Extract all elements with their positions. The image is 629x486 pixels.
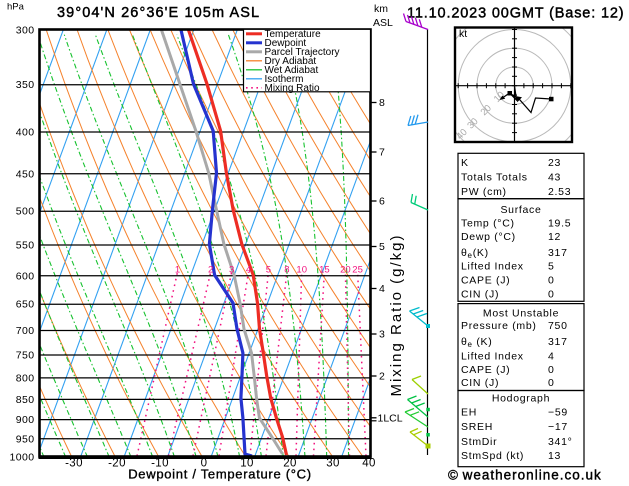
svg-text:SREH: SREH: [461, 421, 493, 433]
svg-text:Dewpoint: Dewpoint: [265, 38, 307, 49]
svg-text:5: 5: [266, 265, 271, 276]
svg-text:40: 40: [362, 458, 376, 470]
svg-text:Parcel Trajectory: Parcel Trajectory: [265, 47, 340, 58]
svg-text:Dewpoint / Temperature (°C): Dewpoint / Temperature (°C): [128, 467, 312, 482]
svg-text:−17: −17: [548, 421, 568, 433]
svg-text:θe(K): θe(K): [461, 247, 489, 260]
svg-text:20: 20: [340, 265, 351, 276]
svg-text:6: 6: [379, 196, 385, 208]
svg-text:0: 0: [548, 275, 555, 287]
svg-text:1000: 1000: [10, 452, 35, 464]
svg-text:0: 0: [548, 288, 555, 300]
svg-text:EH: EH: [461, 407, 477, 419]
svg-text:2: 2: [379, 371, 385, 383]
svg-text:Lifted Index: Lifted Index: [461, 351, 524, 363]
svg-text:8: 8: [379, 97, 385, 109]
svg-text:3: 3: [229, 265, 234, 276]
svg-text:750: 750: [16, 350, 35, 362]
svg-text:4: 4: [548, 351, 555, 363]
svg-text:-30: -30: [65, 458, 83, 470]
svg-text:500: 500: [16, 206, 35, 218]
svg-text:kt: kt: [459, 28, 467, 40]
svg-text:−59: −59: [548, 407, 568, 419]
svg-text:Temperature: Temperature: [265, 29, 322, 40]
svg-text:850: 850: [16, 394, 35, 406]
svg-text:700: 700: [16, 325, 35, 337]
svg-text:0: 0: [548, 364, 555, 376]
svg-text:39°04'N 26°36'E 105m ASL: 39°04'N 26°36'E 105m ASL: [57, 5, 260, 21]
svg-text:7: 7: [379, 147, 385, 159]
svg-text:2: 2: [208, 265, 213, 276]
svg-text:Dry Adiabat: Dry Adiabat: [265, 56, 317, 67]
svg-text:15: 15: [319, 265, 330, 276]
svg-text:4: 4: [246, 265, 251, 276]
svg-text:Lifted Index: Lifted Index: [461, 260, 524, 272]
svg-text:3: 3: [379, 329, 385, 341]
svg-text:1LCL: 1LCL: [378, 412, 403, 424]
svg-text:950: 950: [16, 433, 35, 445]
svg-text:ASL: ASL: [373, 17, 393, 29]
svg-text:Isotherm: Isotherm: [265, 74, 304, 85]
svg-text:0: 0: [201, 458, 208, 470]
svg-text:400: 400: [16, 127, 35, 139]
svg-text:Hodograph: Hodograph: [492, 393, 550, 405]
svg-text:CIN (J): CIN (J): [461, 288, 499, 300]
svg-text:CAPE (J): CAPE (J): [461, 364, 510, 376]
svg-text:Mixing Ratio (g/kg): Mixing Ratio (g/kg): [388, 233, 405, 396]
svg-text:12: 12: [548, 231, 561, 243]
svg-text:km: km: [374, 3, 388, 15]
svg-text:0: 0: [548, 377, 555, 389]
svg-text:Totals Totals: Totals Totals: [461, 172, 528, 184]
svg-text:© weatheronline.co.uk: © weatheronline.co.uk: [448, 468, 602, 483]
svg-text:CIN (J): CIN (J): [461, 377, 499, 389]
svg-text:750: 750: [548, 320, 568, 332]
svg-text:350: 350: [16, 79, 35, 91]
svg-text:2.53: 2.53: [548, 186, 571, 198]
svg-text:300: 300: [16, 25, 35, 37]
svg-text:10: 10: [240, 458, 254, 470]
svg-text:4: 4: [379, 283, 385, 295]
svg-text:23: 23: [548, 157, 561, 169]
svg-text:800: 800: [16, 372, 35, 384]
svg-text:Temp (°C): Temp (°C): [461, 218, 515, 230]
svg-text:-10: -10: [151, 458, 169, 470]
svg-text:11.10.2023 00GMT (Base: 12): 11.10.2023 00GMT (Base: 12): [407, 6, 624, 22]
svg-text:43: 43: [548, 172, 561, 184]
svg-text:25: 25: [352, 265, 363, 276]
svg-text:5: 5: [548, 260, 555, 272]
svg-text:-20: -20: [108, 458, 126, 470]
svg-text:19.5: 19.5: [548, 218, 571, 230]
svg-text:317: 317: [548, 247, 568, 259]
svg-text:Wet Adiabat: Wet Adiabat: [265, 65, 319, 76]
svg-text:550: 550: [16, 240, 35, 252]
svg-text:5: 5: [379, 241, 385, 253]
svg-text:317: 317: [548, 336, 568, 348]
svg-text:1: 1: [175, 265, 180, 276]
svg-text:PW (cm): PW (cm): [461, 186, 507, 198]
svg-text:StmSpd (kt): StmSpd (kt): [461, 450, 524, 462]
svg-text:Most Unstable: Most Unstable: [483, 307, 559, 319]
svg-text:Pressure (mb): Pressure (mb): [461, 320, 537, 332]
svg-text:Surface: Surface: [500, 204, 541, 216]
svg-text:650: 650: [16, 299, 35, 311]
svg-text:hPa: hPa: [7, 2, 25, 13]
svg-text:θe (K): θe (K): [461, 336, 492, 349]
svg-text:900: 900: [16, 414, 35, 426]
svg-text:Dewp (°C): Dewp (°C): [461, 231, 516, 243]
svg-text:Mixing Ratio: Mixing Ratio: [265, 83, 320, 94]
svg-text:450: 450: [16, 168, 35, 180]
svg-text:CAPE (J): CAPE (J): [461, 275, 510, 287]
svg-text:600: 600: [16, 270, 35, 282]
svg-text:13: 13: [548, 450, 561, 462]
svg-text:8: 8: [284, 265, 289, 276]
svg-text:StmDir: StmDir: [461, 436, 497, 448]
svg-text:30: 30: [326, 458, 340, 470]
svg-text:20: 20: [283, 458, 297, 470]
svg-text:341°: 341°: [548, 436, 573, 448]
svg-text:10: 10: [296, 265, 307, 276]
svg-text:K: K: [461, 157, 469, 169]
